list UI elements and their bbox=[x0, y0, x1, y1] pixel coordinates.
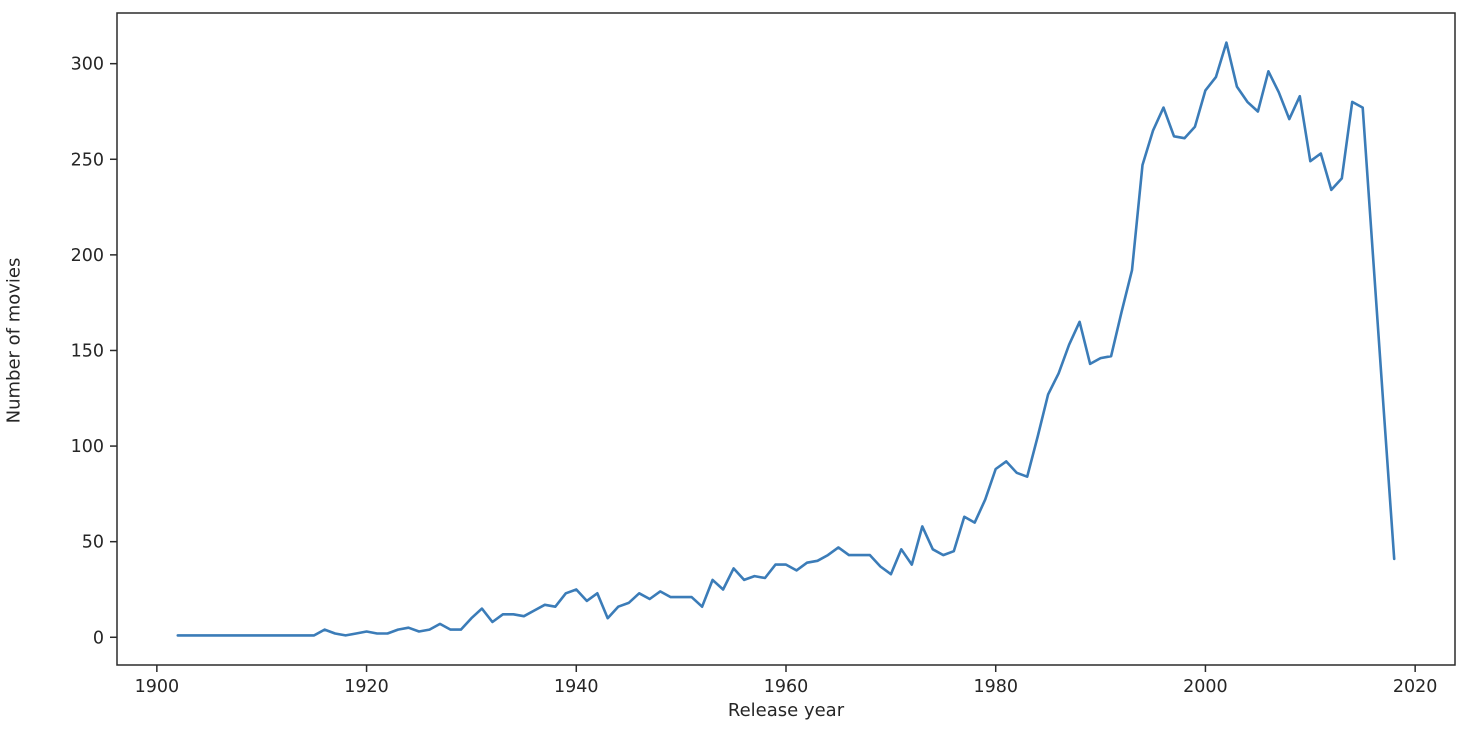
x-tick-label: 1900 bbox=[135, 677, 180, 697]
y-tick-label: 250 bbox=[71, 150, 104, 170]
y-tick-label: 150 bbox=[71, 341, 104, 361]
y-tick-label: 0 bbox=[93, 628, 104, 648]
x-axis-label: Release year bbox=[727, 700, 845, 721]
plot-spines bbox=[116, 12, 1456, 666]
y-tick-label: 50 bbox=[82, 533, 104, 553]
y-tick-label: 200 bbox=[71, 246, 104, 266]
data-line bbox=[176, 41, 1396, 637]
x-tick-label: 2020 bbox=[1393, 677, 1438, 697]
y-tick-label: 300 bbox=[71, 55, 104, 75]
x-tick-label: 1960 bbox=[764, 677, 809, 697]
x-tick-label: 1940 bbox=[554, 677, 599, 697]
y-axis-label: Number of movies bbox=[3, 257, 25, 424]
y-tick-label: 100 bbox=[71, 437, 104, 457]
x-tick-label: 2000 bbox=[1183, 677, 1228, 697]
x-tick-label: 1980 bbox=[973, 677, 1018, 697]
x-tick-label: 1920 bbox=[344, 677, 389, 697]
